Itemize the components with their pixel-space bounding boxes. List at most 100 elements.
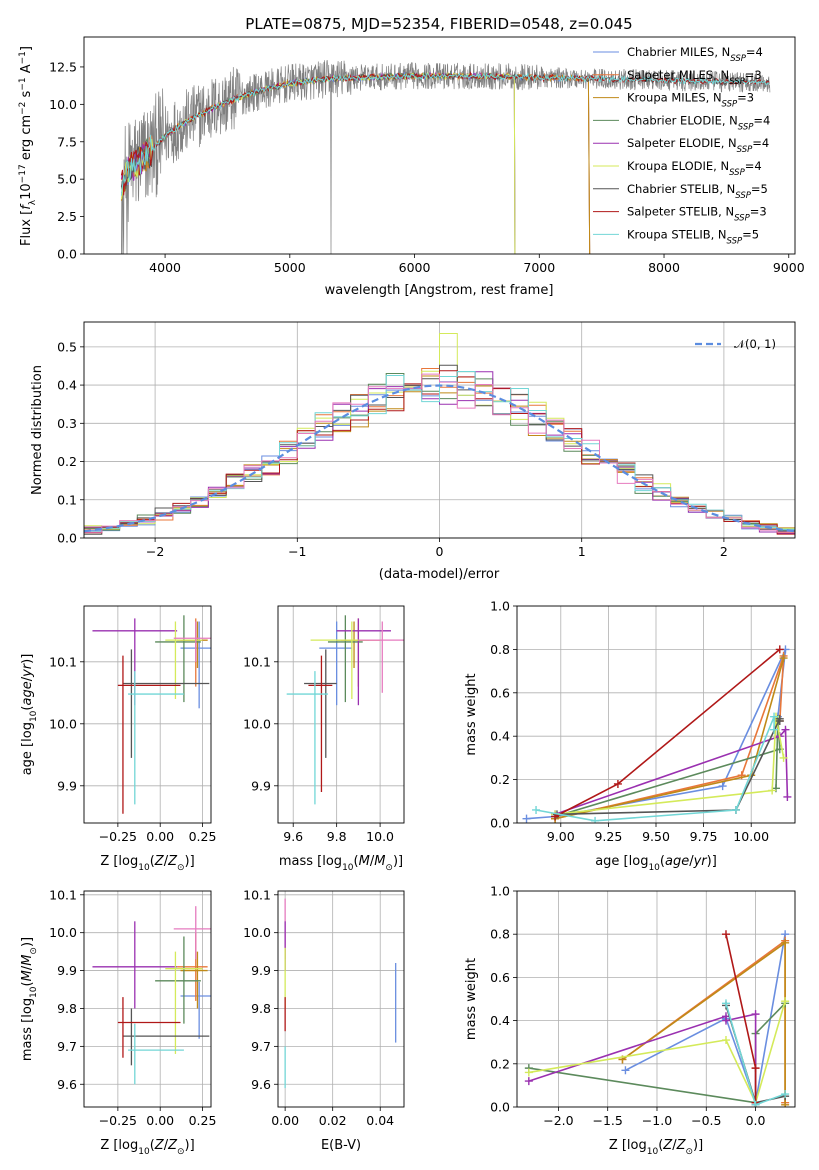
legend-sub: SSP	[738, 122, 754, 132]
label-part: /	[20, 965, 35, 970]
weight-line	[554, 655, 785, 820]
legend-entry: Salpeter MILES, NSSP=3	[627, 68, 762, 87]
legend-tail: =4	[745, 159, 762, 173]
label-part: M	[20, 970, 35, 981]
label-part: −1	[18, 51, 28, 64]
tick-label-y: 9.9	[251, 963, 271, 978]
label-part: )]	[20, 654, 35, 664]
legend-text: Chabrier STELIB, N	[627, 182, 735, 196]
label-part: −2	[18, 102, 28, 115]
tick-label-y: 10.1	[49, 887, 77, 902]
axes-frame	[83, 890, 212, 1108]
weight-marker	[781, 1090, 790, 1099]
tick-label-y: 0.5	[57, 339, 77, 354]
x-axis-label: Z [log10(Z/Z⊙)]	[100, 854, 194, 873]
weight-line	[554, 648, 781, 818]
legend-sub: SSP	[729, 77, 745, 87]
weight-line	[535, 716, 775, 822]
legend-tail: =4	[753, 113, 770, 127]
panel-residuals: −2 −1 0 1 2 0.0 0.1 0.2 0.3 0.4 0.5 𝒩(0, 1) (data-mo…	[30, 321, 796, 582]
label-part: ⊙	[177, 863, 185, 873]
tick-label-x: 0.02	[319, 1113, 347, 1128]
label-part: s	[19, 90, 34, 101]
weight-marker	[721, 930, 730, 939]
tick-label-x: 10.00	[733, 829, 769, 844]
legend-entry: Kroupa STELIB, NSSP=5	[627, 227, 759, 246]
label-part: (	[354, 854, 359, 869]
x-axis-label: age [log10(age/yr)]	[595, 854, 717, 873]
label-part: age [log	[595, 854, 648, 869]
tick-label-x: 0.00	[146, 829, 174, 844]
weight-marker	[770, 725, 779, 734]
weight-marker	[524, 1077, 533, 1086]
tick-label-x: 0.0	[746, 1113, 766, 1128]
tick-label-y: 10.1	[243, 887, 271, 902]
tick-label-y: 0.0	[57, 531, 77, 546]
tick-label-y: 0.3	[57, 416, 77, 431]
weight-marker	[779, 654, 788, 663]
weight-line	[528, 1013, 757, 1105]
tick-label-y: 5.0	[57, 172, 77, 187]
tick-label-y: 9.9	[57, 963, 77, 978]
tick-label-x: −1	[288, 544, 306, 559]
label-part: ⊙	[385, 863, 393, 873]
tick-label-y: 0.4	[57, 378, 77, 393]
legend-sub: SSP	[735, 191, 751, 201]
tick-label-y: 1.0	[490, 599, 510, 614]
label-part: mass [log	[20, 998, 35, 1061]
label-part: Z	[154, 854, 165, 869]
label-part: )]	[393, 854, 403, 869]
panel-weight_vs_Z: −2.0 −1.5 −1.0 −0.5 0.0 0.0 0.2 0.4 0.6 0.8 1.0 Z […	[464, 884, 796, 1157]
tick-label-x: 0.25	[189, 1113, 217, 1128]
plot-area	[84, 606, 211, 823]
tick-label-y: 7.5	[57, 134, 77, 149]
tick-label-y: 9.6	[57, 1077, 77, 1092]
label-part: Z [log	[100, 1138, 138, 1153]
label-part: M	[20, 955, 35, 966]
model-line	[120, 71, 516, 254]
tick-label-y: 9.6	[251, 1077, 271, 1092]
label-part: yr	[693, 854, 709, 869]
legend-tail: =4	[752, 136, 769, 150]
label-part: /	[20, 676, 35, 681]
plot-area	[278, 606, 404, 823]
tick-label-y: 10.1	[243, 654, 271, 669]
label-part: 10	[138, 1147, 150, 1157]
label-part: mass [log	[279, 854, 342, 869]
tick-label-y: 10.0	[49, 716, 77, 731]
legend-tail: =3	[745, 68, 762, 82]
tick-label-y: 0.0	[490, 816, 510, 831]
axes-frame	[83, 36, 796, 255]
tick-label-y: 10.0	[243, 716, 271, 731]
label-part: Z	[676, 1138, 687, 1153]
tick-label-y: 9.9	[251, 778, 271, 793]
legend-tail: =3	[750, 205, 767, 219]
label-part: Z [log	[609, 1138, 647, 1153]
label-part: age [log	[20, 722, 35, 775]
weight-marker	[751, 1100, 760, 1107]
weight-marker	[721, 999, 730, 1008]
weight-marker	[779, 753, 788, 762]
tick-label-y: 0.0	[490, 1100, 510, 1115]
label-part: 10	[19, 183, 34, 200]
label-part: 10	[647, 1147, 659, 1157]
tick-label-y: 9.7	[251, 1039, 271, 1054]
label-part: −1	[18, 77, 28, 90]
y-axis-label: mass [log10(M/M⊙)]	[20, 937, 39, 1061]
tick-label-y: 10.0	[49, 97, 77, 112]
tick-label-y: 10.1	[49, 654, 77, 669]
weight-line	[555, 716, 785, 816]
tick-label-y: 0.4	[490, 729, 510, 744]
legend-sub: SSP	[734, 214, 750, 224]
x-axis-label: Z [log10(Z/Z⊙)]	[100, 1138, 194, 1157]
tick-label-x: −0.25	[99, 1113, 137, 1128]
plot-area	[84, 891, 211, 1107]
axes-frame	[83, 605, 212, 824]
weight-marker	[781, 997, 790, 1006]
label-part: )]	[185, 854, 195, 869]
tick-label-x: 7000	[523, 260, 555, 275]
plot-area	[517, 606, 795, 823]
histogram-step	[84, 364, 795, 535]
tick-label-x: −2	[146, 544, 164, 559]
